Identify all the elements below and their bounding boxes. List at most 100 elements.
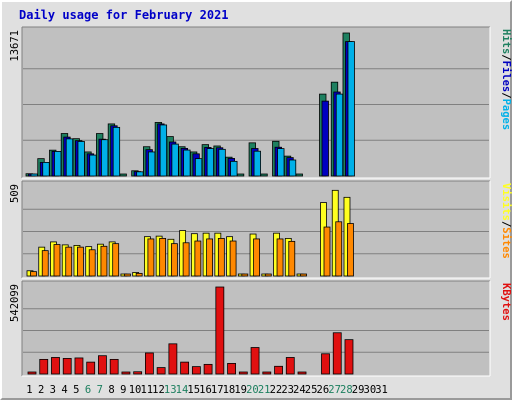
- bar-kbytes-day-10: [133, 371, 143, 375]
- chart-title: Daily usage for February 2021: [19, 8, 229, 22]
- bar-sites-day-21: [264, 273, 272, 277]
- bar-sites-day-26: [323, 226, 331, 277]
- x-tick-label: 25: [305, 384, 318, 396]
- bar-sites-day-16: [206, 238, 214, 277]
- x-tick-label: 15: [187, 384, 200, 396]
- x-tick-label: 16: [199, 384, 212, 396]
- bar-sites-day-24: [300, 273, 307, 277]
- bar-sites-day-27: [335, 221, 343, 277]
- bar-pages-day-1: [30, 173, 38, 177]
- bar-sites-day-2: [41, 250, 49, 277]
- x-tick-label: 20: [246, 384, 259, 396]
- bar-kbytes-day-21: [262, 371, 272, 375]
- bar-kbytes-day-5: [74, 357, 84, 375]
- bar-sites-day-1: [30, 271, 37, 277]
- bar-kbytes-day-19: [238, 371, 248, 375]
- bar-kbytes-day-7: [98, 355, 107, 375]
- x-tick-label: 31: [375, 384, 388, 396]
- x-tick-label: 22: [270, 384, 283, 396]
- legend-separator: /: [500, 221, 512, 227]
- bar-pages-day-22: [277, 148, 285, 177]
- x-tick-label: 2: [38, 384, 44, 396]
- x-tick-label: 24: [293, 384, 306, 396]
- ymax-label-bottom: 542099: [9, 284, 21, 322]
- bar-kbytes-day-27: [332, 332, 342, 375]
- bar-pages-day-13: [171, 143, 179, 177]
- bar-kbytes-day-24: [297, 371, 307, 375]
- x-tick-label: 27: [328, 384, 341, 396]
- x-tick-label: 28: [340, 384, 353, 396]
- x-tick-label: 19: [234, 384, 247, 396]
- legend-middle: Visits/Sites: [500, 183, 512, 259]
- bar-sites-day-15: [194, 240, 202, 277]
- legend-bottom: KBytes: [500, 283, 512, 321]
- bar-pages-day-4: [65, 138, 74, 177]
- x-tick-label: 4: [61, 384, 67, 396]
- bar-kbytes-day-17: [215, 286, 225, 375]
- bar-sites-day-14: [182, 242, 190, 277]
- bar-pages-day-12: [159, 124, 168, 177]
- bar-pages-day-7: [101, 139, 109, 177]
- x-tick-label: 7: [97, 384, 103, 396]
- ymax-label-middle: 509: [9, 184, 21, 203]
- bar-kbytes-day-12: [156, 367, 166, 375]
- bar-kbytes-day-2: [39, 358, 49, 375]
- x-tick-label: 12: [152, 384, 165, 396]
- legend-files: Files: [500, 61, 512, 93]
- bar-sites-day-12: [159, 238, 167, 277]
- bar-sites-day-23: [288, 240, 296, 277]
- bar-sites-day-5: [77, 246, 84, 277]
- bar-sites-day-13: [170, 243, 178, 277]
- bar-pages-day-20: [253, 150, 261, 177]
- bar-kbytes-day-26: [321, 353, 330, 375]
- bar-pages-day-27: [335, 93, 344, 177]
- x-tick-label: 10: [129, 384, 142, 396]
- bar-hits-day-21: [260, 173, 268, 177]
- bar-sites-day-18: [229, 240, 237, 277]
- bar-sites-day-20: [253, 238, 260, 277]
- bar-kbytes-day-18: [227, 363, 236, 375]
- bar-hits-day-24: [295, 173, 303, 177]
- x-tick-label: 29: [352, 384, 365, 396]
- bar-pages-day-11: [147, 151, 156, 177]
- legend-sites: Sites: [500, 227, 512, 259]
- bar-sites-day-8: [112, 243, 120, 277]
- bar-files-day-26: [321, 100, 329, 177]
- x-tick-label: 30: [364, 384, 377, 396]
- bar-hits-day-9: [119, 173, 127, 177]
- bar-sites-day-4: [65, 246, 73, 277]
- x-tick-label: 8: [108, 384, 114, 396]
- legend-pages: Pages: [500, 99, 512, 131]
- bar-pages-day-28: [347, 41, 355, 177]
- x-tick-label: 23: [281, 384, 294, 396]
- bar-pages-day-10: [136, 171, 144, 177]
- bar-kbytes-day-22: [274, 365, 283, 375]
- bar-kbytes-day-23: [285, 357, 295, 375]
- bar-kbytes-day-8: [109, 358, 119, 375]
- ymax-label-top: 13671: [9, 30, 21, 62]
- x-tick-label: 26: [317, 384, 330, 396]
- bar-sites-day-7: [100, 245, 108, 277]
- legend-hits: Hits: [500, 29, 512, 54]
- bar-sites-day-28: [347, 223, 354, 277]
- bar-kbytes-day-15: [191, 366, 201, 375]
- bar-sites-day-10: [135, 272, 143, 277]
- bar-pages-day-18: [230, 160, 238, 177]
- bar-sites-day-6: [88, 249, 96, 277]
- bar-kbytes-day-4: [62, 358, 72, 375]
- bar-kbytes-day-28: [344, 339, 354, 375]
- legend-visits: Visits: [500, 183, 512, 221]
- bar-sites-day-9: [124, 273, 131, 277]
- legend-separator: /: [500, 54, 512, 60]
- x-tick-label: 9: [120, 384, 126, 396]
- bar-pages-day-8: [112, 126, 121, 177]
- legend-top: Hits/Files/Pages: [500, 29, 512, 130]
- x-tick-label: 1: [26, 384, 32, 396]
- x-tick-label: 21: [258, 384, 271, 396]
- bar-sites-day-22: [276, 238, 284, 277]
- bar-sites-day-19: [241, 273, 249, 277]
- bar-pages-day-16: [206, 148, 215, 177]
- x-tick-label: 11: [140, 384, 153, 396]
